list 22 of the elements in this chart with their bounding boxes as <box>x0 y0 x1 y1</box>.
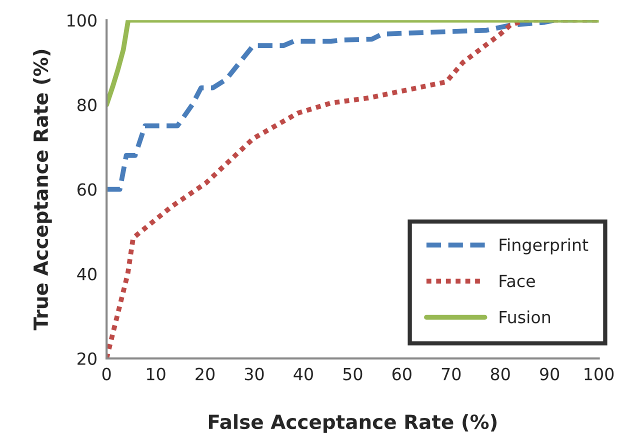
legend-label: Fingerprint <box>500 238 588 254</box>
line-series <box>106 20 599 108</box>
x-tick-label: 90 <box>540 368 560 380</box>
x-tick-label: 50 <box>343 368 362 380</box>
x-axis-title: False Acceptance Rate (%) <box>208 414 497 433</box>
legend-label: Face <box>500 274 535 288</box>
y-tick-label: 80 <box>77 98 96 112</box>
x-tick-label: 40 <box>294 368 313 380</box>
y-tick-label: 100 <box>68 14 96 27</box>
y-tick-label: 20 <box>78 352 96 365</box>
x-tick-label: 10 <box>147 368 166 380</box>
y-tick-label: 60 <box>78 183 96 196</box>
x-tick-label: 70 <box>442 368 461 380</box>
x-tick-label: 80 <box>490 368 510 380</box>
y-axis-title: True Acceptance Rate (%) <box>33 50 52 330</box>
x-tick-label: 0 <box>102 368 111 380</box>
x-tick-label: 20 <box>196 368 215 380</box>
x-tick-label: 30 <box>244 368 264 380</box>
legend-label: Fusion <box>500 310 550 324</box>
x-tick-label: 60 <box>392 368 412 380</box>
y-tick-label: 40 <box>77 268 96 280</box>
x-tick-label: 100 <box>584 368 614 380</box>
